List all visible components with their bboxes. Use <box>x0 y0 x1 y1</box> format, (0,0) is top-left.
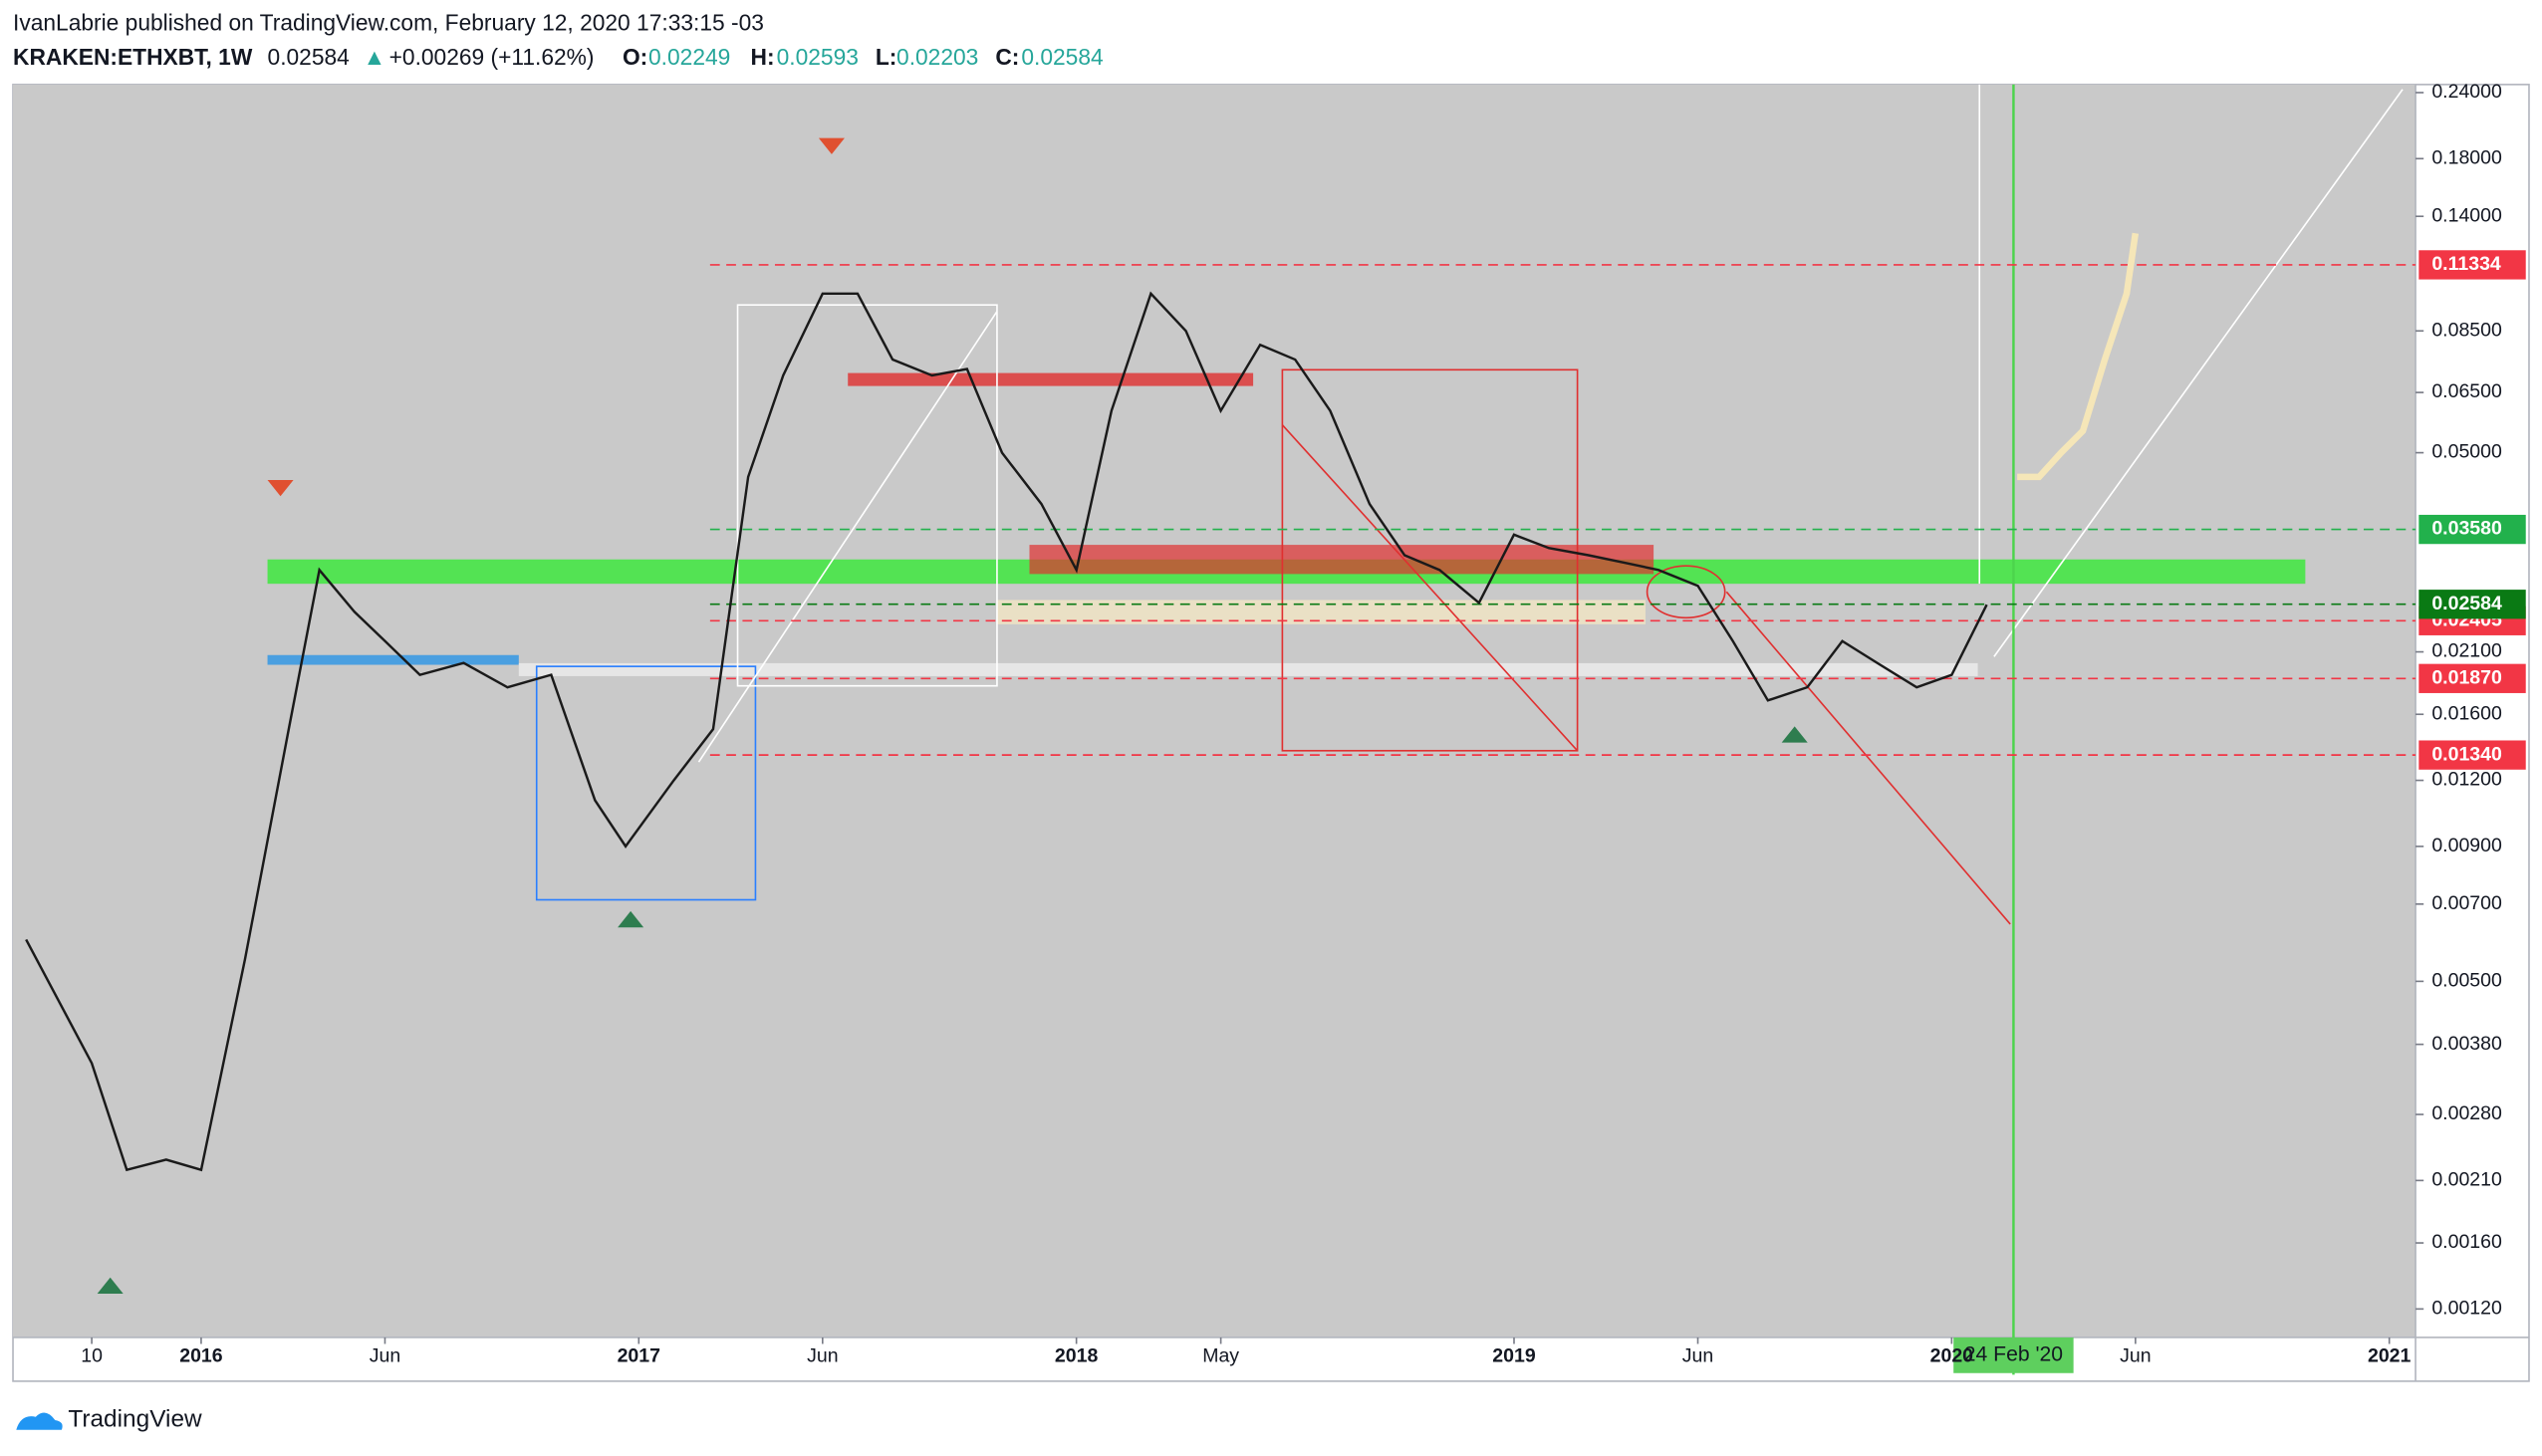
date-badge <box>1953 1336 2074 1373</box>
box <box>535 665 757 901</box>
x-tick-label: Jun <box>807 1345 838 1367</box>
symbol: KRAKEN:ETHXBT, 1W <box>13 44 253 70</box>
l-label: L: <box>876 44 897 70</box>
price-badge <box>2418 250 2526 280</box>
buy-arrow <box>97 1277 124 1295</box>
price-label: 0.02584 <box>2431 593 2502 614</box>
h-label: H: <box>751 44 775 70</box>
sell-arrow <box>818 137 845 154</box>
o-label: O: <box>623 44 647 70</box>
y-tick-label: 0.18000 <box>2431 146 2502 168</box>
x-tick-label: 10 <box>81 1345 103 1367</box>
box <box>736 304 998 687</box>
trend-arrow <box>1725 591 2011 925</box>
y-tick-label: 0.00700 <box>2431 892 2502 914</box>
trend-line <box>1993 89 2404 657</box>
zone <box>267 654 519 665</box>
y-tick-label: 0.00500 <box>2431 970 2502 992</box>
x-tick-label: 2018 <box>1055 1345 1099 1367</box>
x-tick-label: Jun <box>2120 1345 2151 1367</box>
x-tick-label: 2017 <box>618 1345 660 1367</box>
buy-arrow <box>618 910 644 928</box>
sell-arrow <box>267 479 294 497</box>
box <box>1281 368 1579 752</box>
y-tick-label: 0.05000 <box>2431 441 2502 463</box>
change: +0.00269 (+11.62%) <box>389 44 595 70</box>
publisher: IvanLabrie published on TradingView.com,… <box>13 10 764 36</box>
low: 0.02203 <box>896 44 978 70</box>
resistance-zone <box>848 372 1254 386</box>
y-tick-label: 0.00210 <box>2431 1169 2502 1191</box>
y-tick-label: 0.00900 <box>2431 835 2502 856</box>
y-tick-label: 0.00160 <box>2431 1231 2502 1253</box>
price-label: 0.01340 <box>2431 743 2502 765</box>
ticker-line: KRAKEN:ETHXBT, 1W 0.02584 ▲ +0.00269 (+1… <box>13 44 1104 70</box>
date-marker: 24 Feb '20 <box>1964 1342 2063 1365</box>
price-line-series <box>2017 232 2140 481</box>
x-tick-label: Jun <box>370 1345 400 1367</box>
high: 0.02593 <box>777 44 859 70</box>
x-tick-label: 2016 <box>179 1345 223 1367</box>
y-tick-label: 0.06500 <box>2431 380 2502 402</box>
x-tick-label: 2020 <box>1930 1345 1974 1367</box>
x-tick-label: 2021 <box>2368 1345 2412 1367</box>
y-tick-label: 0.01600 <box>2431 702 2502 724</box>
close: 0.02584 <box>1021 44 1103 70</box>
price-badge <box>2418 663 2526 693</box>
price-line-series <box>25 291 1988 1172</box>
x-tick-label: 2019 <box>1492 1345 1536 1367</box>
zone <box>996 600 1646 624</box>
price-label: 0.11334 <box>2431 253 2501 275</box>
x-tick-label: Jun <box>1682 1345 1713 1367</box>
footer: TradingView <box>16 1405 202 1432</box>
price-badge <box>2418 740 2526 770</box>
y-tick-label: 0.00280 <box>2431 1102 2502 1124</box>
y-tick-label: 0.00120 <box>2431 1298 2502 1320</box>
resistance-zone <box>1029 545 1654 575</box>
c-label: C: <box>995 44 1019 70</box>
y-tick-label: 0.24000 <box>2431 81 2502 103</box>
y-tick-label: 0.14000 <box>2431 204 2502 226</box>
brand: TradingView <box>68 1405 202 1432</box>
buy-arrow <box>1781 726 1808 743</box>
last: 0.02584 <box>268 44 350 70</box>
x-tick-label: May <box>1202 1345 1239 1367</box>
price-badge <box>2418 590 2526 619</box>
y-tick-label: 0.08500 <box>2431 319 2502 341</box>
logo <box>16 1412 63 1430</box>
price-badge <box>2418 514 2526 545</box>
plot-area <box>13 84 2416 1337</box>
y-tick-label: 0.01200 <box>2431 769 2502 791</box>
y-tick-label: 0.02100 <box>2431 640 2502 662</box>
zone <box>518 662 1978 676</box>
y-tick-label: 0.00380 <box>2431 1033 2502 1055</box>
trend-arrow <box>1281 424 1579 752</box>
price-label: 0.01870 <box>2431 666 2502 688</box>
price-label: 0.03580 <box>2431 518 2502 540</box>
arrow: ▲ <box>364 44 386 70</box>
open: 0.02249 <box>648 44 730 70</box>
circle <box>1646 565 1726 619</box>
trend-arrow <box>697 311 998 763</box>
